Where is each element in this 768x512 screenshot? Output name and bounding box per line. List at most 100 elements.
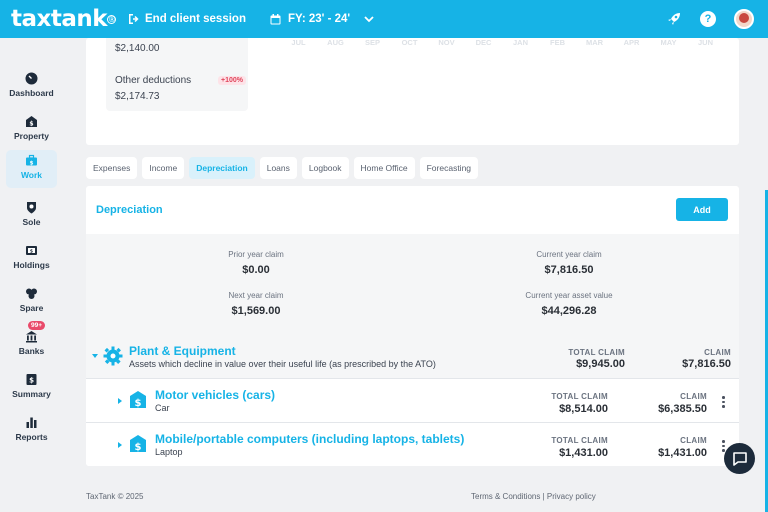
footer-links: Terms & Conditions | Privacy policy bbox=[471, 492, 596, 501]
spare-icon bbox=[26, 288, 37, 299]
deduction-amount: $2,140.00 bbox=[115, 43, 160, 54]
next-year-claim-value: $1,569.00 bbox=[231, 305, 281, 317]
holdings-icon: $ bbox=[26, 246, 37, 255]
svg-text:$: $ bbox=[29, 121, 33, 128]
other-deductions-label: Other deductions bbox=[115, 75, 192, 86]
month-label: APR bbox=[623, 38, 640, 47]
sidebar-item-dashboard[interactable]: Dashboard bbox=[6, 68, 57, 106]
month-label: OCT bbox=[401, 38, 418, 47]
total-claim-label: TOTAL CLAIM bbox=[551, 436, 608, 445]
chat-support-button[interactable] bbox=[724, 443, 755, 474]
category-title: Plant & Equipment bbox=[129, 344, 236, 358]
sidebar-item-holdings[interactable]: $ Holdings bbox=[6, 240, 57, 278]
logo-text: taxtank bbox=[11, 6, 108, 32]
depreciation-summary: Prior year claim $0.00 Current year clai… bbox=[86, 234, 739, 334]
list-item-motor-vehicles[interactable]: $ Motor vehicles (cars) Car TOTAL CLAIM … bbox=[86, 379, 739, 423]
footer-separator: | bbox=[540, 492, 547, 501]
sidebar-item-label: Reports bbox=[15, 432, 48, 442]
sidebar-item-label: Sole bbox=[22, 217, 41, 227]
financial-year-label: FY: 23' - 24' bbox=[287, 13, 351, 25]
asset-name: Laptop bbox=[155, 447, 183, 457]
depreciation-card: Depreciation Add Prior year claim $0.00 … bbox=[86, 186, 739, 466]
sidebar-item-summary[interactable]: $ Summary bbox=[6, 369, 57, 407]
asset-type-title: Mobile/portable computers (including lap… bbox=[155, 432, 465, 446]
gear-icon bbox=[103, 346, 123, 366]
prior-year-claim-label: Prior year claim bbox=[228, 250, 284, 259]
shield-icon bbox=[27, 202, 36, 214]
month-label: AUG bbox=[327, 38, 344, 47]
financial-year-selector[interactable]: FY: 23' - 24' bbox=[270, 13, 381, 25]
tab-depreciation[interactable]: Depreciation bbox=[189, 157, 255, 179]
list-item-portable-computers[interactable]: $ Mobile/portable computers (including l… bbox=[86, 423, 739, 466]
chat-bubble-icon bbox=[732, 451, 747, 466]
sidebar: Dashboard $ Property $ Work Sole $ Holdi… bbox=[0, 38, 62, 512]
sidebar-item-label: Dashboard bbox=[9, 88, 54, 98]
asset-name: Car bbox=[155, 403, 170, 413]
tab-expenses[interactable]: Expenses bbox=[86, 157, 138, 179]
prior-year-claim: Prior year claim $0.00 bbox=[176, 250, 336, 276]
help-icon[interactable]: ? bbox=[700, 11, 716, 27]
month-label: JUN bbox=[697, 38, 713, 47]
tab-income[interactable]: Income bbox=[142, 157, 185, 179]
current-year-claim: Current year claim $7,816.50 bbox=[489, 250, 649, 276]
tab-forecasting[interactable]: Forecasting bbox=[419, 157, 479, 179]
svg-text:$: $ bbox=[30, 249, 33, 255]
more-options-icon[interactable] bbox=[722, 440, 725, 454]
claim-value: $7,816.50 bbox=[682, 358, 731, 370]
month-label: DEC bbox=[475, 38, 492, 47]
sidebar-item-label: Summary bbox=[12, 389, 51, 399]
top-bar: taxtank ® End client session FY: 23' - 24… bbox=[0, 0, 768, 38]
chevron-down-icon[interactable] bbox=[364, 15, 374, 23]
svg-text:$: $ bbox=[30, 160, 34, 166]
privacy-policy-link[interactable]: Privacy policy bbox=[546, 492, 596, 501]
asset-tag-icon: $ bbox=[130, 435, 146, 453]
other-deductions-change-badge: +100% bbox=[218, 76, 246, 85]
end-client-session-label: End client session bbox=[145, 13, 246, 25]
sidebar-item-work[interactable]: $ Work bbox=[6, 150, 57, 188]
registered-mark-icon: ® bbox=[107, 15, 116, 24]
next-year-claim-label: Next year claim bbox=[228, 291, 284, 300]
svg-text:$: $ bbox=[29, 377, 34, 385]
category-row-plant-equipment[interactable]: Plant & Equipment Assets which decline i… bbox=[86, 334, 739, 379]
avatar[interactable] bbox=[734, 9, 754, 29]
sidebar-item-spare[interactable]: Spare bbox=[6, 283, 57, 321]
calendar-icon bbox=[270, 13, 281, 24]
expand-caret-icon[interactable] bbox=[118, 398, 122, 404]
deductions-summary-box: $2,140.00 Other deductions +100% $2,174.… bbox=[106, 38, 248, 111]
claim-value: $1,431.00 bbox=[658, 447, 707, 459]
next-year-claim: Next year claim $1,569.00 bbox=[176, 291, 336, 317]
sidebar-item-label: Holdings bbox=[13, 260, 50, 270]
section-tabs: Expenses Income Depreciation Loans Logbo… bbox=[86, 157, 479, 179]
taxtank-logo[interactable]: taxtank ® bbox=[11, 6, 116, 32]
total-claim-value: $9,945.00 bbox=[576, 358, 625, 370]
end-client-session-button[interactable]: End client session bbox=[127, 13, 246, 25]
expand-caret-icon[interactable] bbox=[118, 442, 122, 448]
collapse-caret-icon[interactable] bbox=[92, 354, 98, 358]
sidebar-item-banks[interactable]: 99+ Banks bbox=[6, 321, 57, 364]
scrollbar[interactable] bbox=[765, 190, 768, 512]
add-depreciation-button[interactable]: Add bbox=[676, 198, 728, 221]
asset-tag-icon: $ bbox=[130, 391, 146, 409]
month-label: JAN bbox=[512, 38, 528, 47]
claim-value: $6,385.50 bbox=[658, 403, 707, 415]
month-axis: JUL AUG SEP OCT NOV DEC JAN FEB MAR APR … bbox=[280, 38, 724, 47]
depreciation-title: Depreciation bbox=[96, 204, 163, 216]
svg-text:$: $ bbox=[135, 398, 142, 409]
sidebar-item-sole[interactable]: Sole bbox=[6, 197, 57, 235]
bank-icon bbox=[26, 331, 37, 343]
sidebar-item-property[interactable]: $ Property bbox=[6, 111, 57, 149]
more-options-icon[interactable] bbox=[722, 396, 725, 410]
dashboard-icon bbox=[25, 72, 38, 85]
tab-home-office[interactable]: Home Office bbox=[353, 157, 415, 179]
total-claim-value: $8,514.00 bbox=[559, 403, 608, 415]
month-label: MAY bbox=[660, 38, 677, 47]
terms-link[interactable]: Terms & Conditions bbox=[471, 492, 541, 501]
tab-logbook[interactable]: Logbook bbox=[301, 157, 349, 179]
tab-loans[interactable]: Loans bbox=[259, 157, 297, 179]
sidebar-item-reports[interactable]: Reports bbox=[6, 412, 57, 450]
month-label: JUL bbox=[291, 38, 306, 47]
rocket-icon[interactable] bbox=[666, 11, 682, 27]
sidebar-item-label: Property bbox=[14, 131, 49, 141]
month-label: FEB bbox=[550, 38, 565, 47]
month-label: MAR bbox=[585, 38, 604, 47]
